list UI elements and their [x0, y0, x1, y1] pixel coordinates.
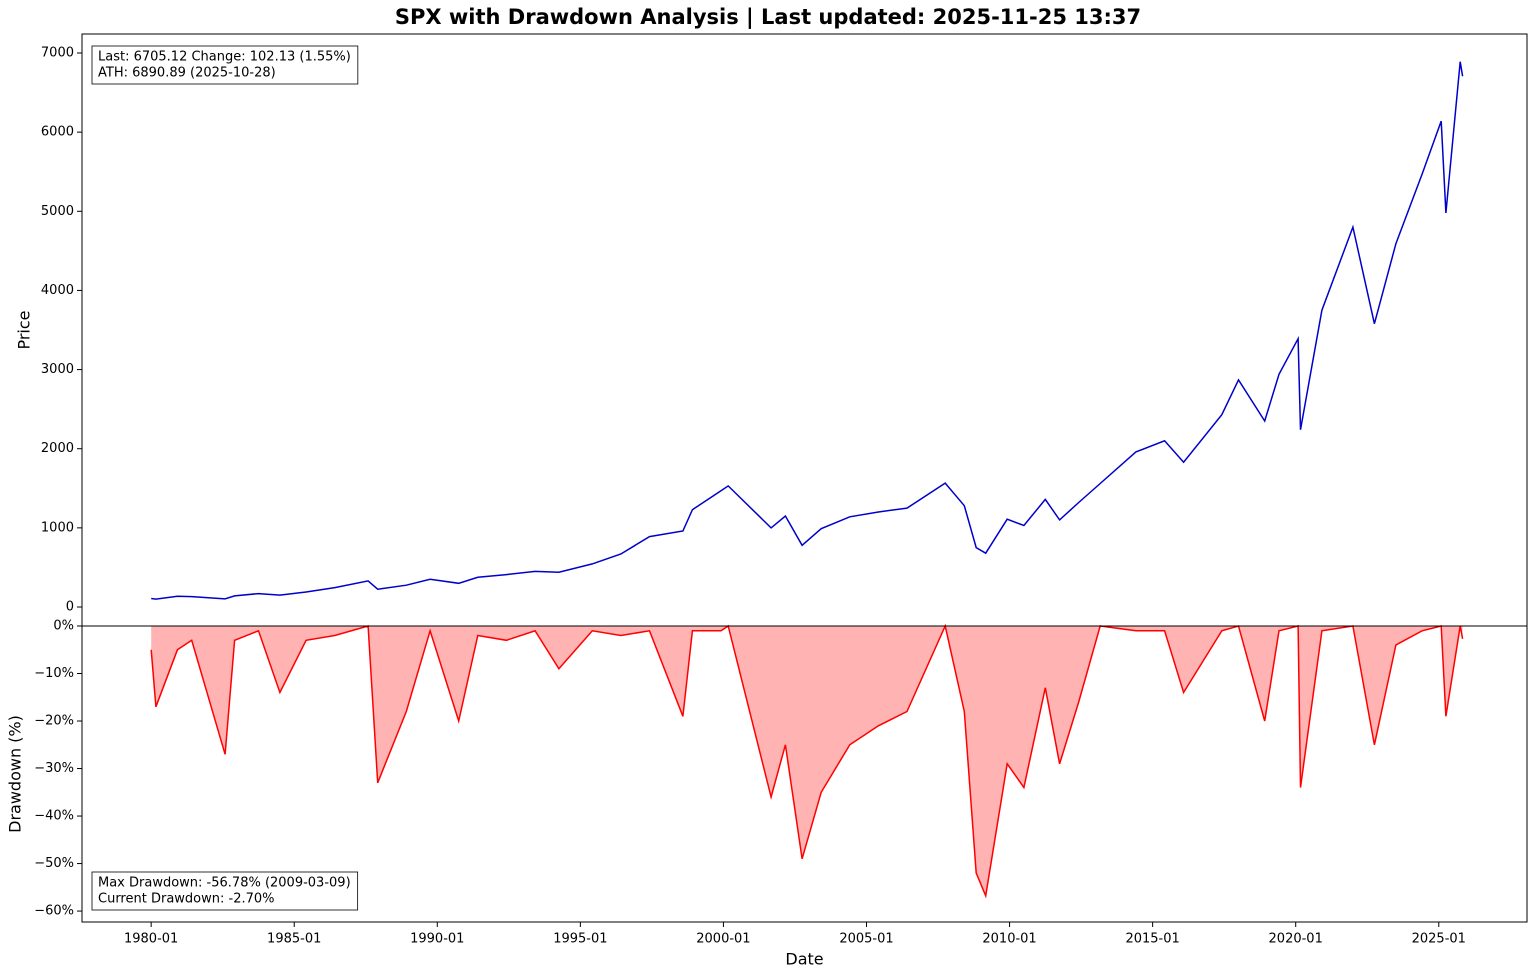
- x-axis-label: Date: [785, 950, 823, 969]
- x-tick-label: 2000-01: [696, 932, 750, 947]
- y-tick-label: 4000: [41, 283, 74, 298]
- y-tick-label: −50%: [34, 856, 74, 871]
- price-line: [151, 61, 1464, 600]
- chart-title: SPX with Drawdown Analysis | Last update…: [395, 5, 1141, 30]
- y-tick-label: −20%: [34, 714, 74, 729]
- y-tick-label: −40%: [34, 809, 74, 824]
- y-tick-label: 7000: [41, 45, 74, 60]
- x-tick-label: 2025-01: [1412, 932, 1466, 947]
- y-tick-label: 0: [66, 600, 74, 615]
- x-tick-label: 1995-01: [553, 932, 607, 947]
- y-tick-label: 1000: [41, 520, 74, 535]
- x-tick-label: 2005-01: [839, 932, 893, 947]
- x-tick-label: 1985-01: [267, 932, 321, 947]
- annotation-box: [91, 871, 359, 911]
- x-tick-label: 2015-01: [1125, 932, 1179, 947]
- y-tick-label: −30%: [34, 761, 74, 776]
- y-tick-label: 6000: [41, 125, 74, 140]
- annotation-text: Max Drawdown: -56.78% (2009-03-09): [98, 876, 351, 891]
- annotation-box: [91, 45, 359, 85]
- annotation-text: ATH: 6890.89 (2025-10-28): [98, 66, 276, 81]
- annotation-text: Last: 6705.12 Change: 102.13 (1.55%): [98, 50, 351, 65]
- y-tick-label: 2000: [41, 441, 74, 456]
- y-tick-label: −10%: [34, 666, 74, 681]
- axes-frame: [81, 625, 1528, 923]
- annotation-text: Current Drawdown: -2.70%: [98, 892, 275, 907]
- y-axis-label: Drawdown (%): [6, 715, 25, 833]
- y-tick-label: 5000: [41, 204, 74, 219]
- x-tick-label: 1990-01: [410, 932, 464, 947]
- x-tick-label: 2020-01: [1269, 932, 1323, 947]
- drawdown-area: [151, 626, 1463, 896]
- y-tick-label: 0%: [53, 619, 74, 634]
- y-tick-label: −60%: [34, 904, 74, 919]
- y-axis-label: Price: [15, 310, 34, 349]
- x-tick-label: 2010-01: [982, 932, 1036, 947]
- y-tick-label: 3000: [41, 362, 74, 377]
- x-tick-label: 1980-01: [124, 932, 178, 947]
